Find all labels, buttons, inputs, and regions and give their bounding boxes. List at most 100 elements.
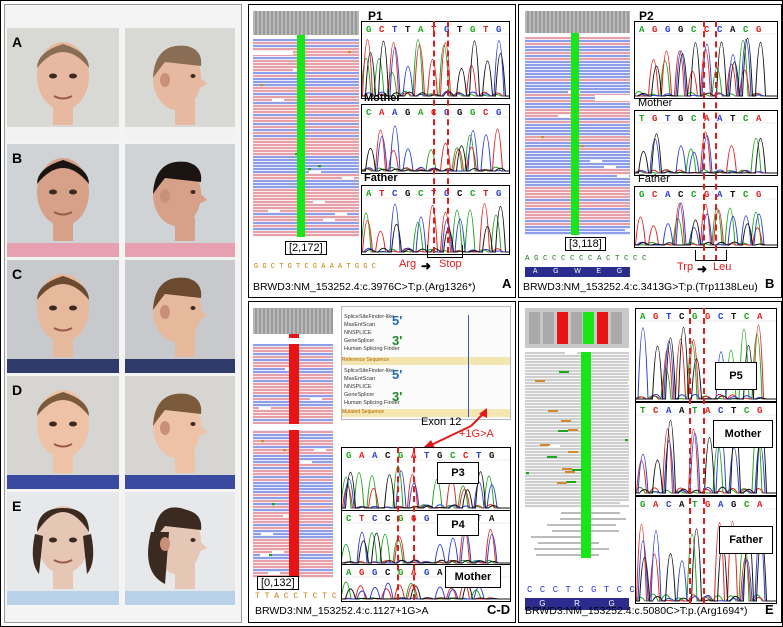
base-call: G (653, 312, 658, 322)
trace-line (635, 131, 777, 174)
patient-photo-d-side (125, 376, 235, 489)
igv-alignment-e (525, 308, 629, 558)
caption-e: BRWD3:NM_153252.4:c.5080C>T:p.(Arg1694*) (525, 605, 748, 617)
base-call: T (483, 189, 489, 199)
mother-label-e: Mother (713, 420, 773, 448)
mother-label-cd: Mother (445, 566, 501, 588)
mother-label-b: Mother (638, 97, 673, 109)
trace-line (362, 145, 509, 172)
splice-predictor-row: SpliceSiteFinder-like (344, 368, 395, 374)
base-call: T (640, 406, 646, 416)
base-call: C (743, 25, 749, 35)
base-call: G (652, 25, 657, 35)
caption-cd: BRWD3:NM_153252.4:c.1127+1G>A (255, 605, 429, 617)
trace-line (342, 584, 510, 600)
codon-bracket-b (695, 250, 727, 261)
trace-line (635, 133, 777, 174)
splice-predictor-row: Human Splicing Finder (344, 400, 400, 406)
base-call: C (385, 514, 391, 524)
trace-line (635, 48, 777, 97)
panel-letter-e: E (765, 602, 774, 617)
amino-acid-to-b: Leu (713, 261, 732, 273)
base-call: G (639, 190, 644, 200)
base-call: C (450, 451, 456, 461)
base-call: G (652, 114, 657, 124)
base-call: G (692, 312, 697, 322)
reference-sequence-row: Reference Sequence (342, 357, 510, 365)
amino-acid-cell: A (532, 268, 538, 275)
base-call: A (679, 406, 685, 416)
amino-acid-from-b: Trp (677, 261, 694, 273)
coverage-label-cd: [0,132] (257, 576, 299, 590)
base-call: A (757, 312, 763, 322)
base-call: A (379, 108, 385, 118)
p5-label: P5 (715, 362, 757, 390)
base-call: T (457, 25, 463, 35)
trace-line (636, 420, 776, 494)
base-call: T (476, 514, 482, 524)
base-call: A (640, 312, 646, 322)
patient-photo-e-side (125, 492, 235, 605)
base-call: A (392, 108, 398, 118)
base-call: C (366, 108, 372, 118)
base-call: G (398, 514, 403, 524)
base-call: C (691, 114, 697, 124)
igv-alignment-cd (253, 308, 333, 578)
variant-label-cd: +1G>A (459, 428, 494, 440)
trace-line (342, 471, 510, 509)
splice-predictor-row: Human Splicing Finder (344, 346, 400, 352)
base-call: T (665, 114, 671, 124)
patient-photo-c-side (125, 260, 235, 373)
variant-column (581, 352, 591, 556)
base-call: G (372, 568, 377, 578)
base-call: T (405, 25, 411, 35)
father-label-a: Father (364, 172, 398, 184)
proband-label-b: P2 (639, 9, 654, 23)
patient-photo-a-front (7, 28, 119, 141)
amino-acid-cell: G (539, 599, 546, 608)
base-call: A (717, 114, 723, 124)
base-call: A (679, 500, 685, 510)
amino-acid-cell: G (608, 599, 615, 608)
igv-reads-e (525, 308, 629, 576)
base-call: A (359, 451, 365, 461)
trace-line (636, 530, 776, 602)
base-call: C (744, 500, 750, 510)
panel-letter-a: A (502, 276, 512, 291)
base-call: G (366, 25, 371, 35)
father-label-b: Father (638, 173, 670, 185)
base-call: C (744, 406, 750, 416)
base-call: G (756, 190, 761, 200)
amino-acid-cell: G (616, 268, 623, 275)
base-call: G (678, 25, 683, 35)
exon-arrows (423, 408, 487, 448)
caption-b: BRWD3:NM_153252.4:c.3413G>T:p.(Trp1138Le… (523, 281, 758, 293)
coverage-label-b: [3,118] (565, 237, 606, 251)
photo-row-label-a: A (12, 34, 23, 50)
chromatogram-p4: CTCCGGGCCTTA (341, 510, 511, 566)
base-call: C (691, 190, 697, 200)
chromatogram-mother-cd: AGGCGAGACCTT (341, 564, 511, 602)
patient-photo-a-side (125, 28, 235, 141)
panel-letter-b: B (765, 276, 775, 291)
base-call: C (666, 500, 672, 510)
base-call: G (470, 25, 475, 35)
base-call: G (405, 189, 410, 199)
photo-row-label-e: E (12, 498, 22, 514)
reference-sequence-b: A G C C C C C C A C T C C C (525, 255, 647, 263)
trace-line (342, 532, 510, 564)
photo-row-label-d: D (12, 382, 23, 398)
base-call: T (692, 500, 698, 510)
splice-prediction-table: SpliceSiteFinder-like MaxEntScan NNSPLICE G… (341, 306, 511, 420)
splice-predictor-row: GeneSplicer (344, 338, 375, 344)
photo-row-label-c: C (12, 266, 23, 282)
base-call: C (372, 514, 378, 524)
